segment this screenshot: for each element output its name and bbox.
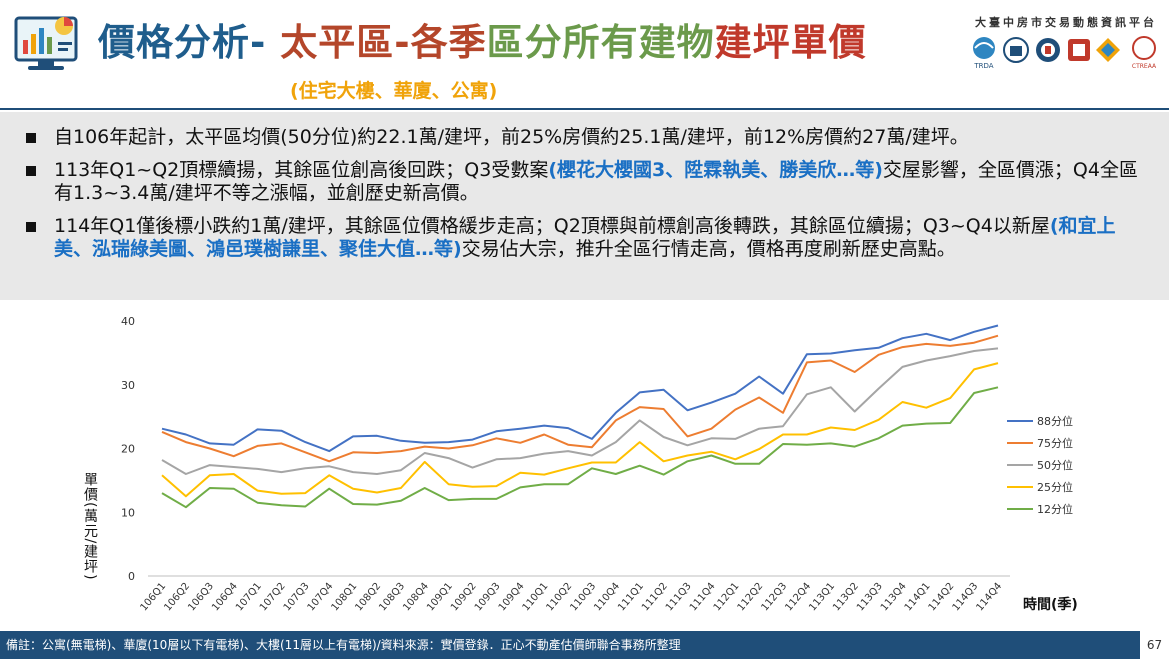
slide-header: 價格分析- 太平區-各季區分所有建物建坪單價 (住宅大樓、華廈、公寓) 大臺中房…	[0, 0, 1169, 108]
page-subtitle: (住宅大樓、華廈、公寓)	[290, 80, 498, 102]
colorful-diamond-icon	[1096, 38, 1120, 62]
series-line-3	[161, 347, 999, 475]
page-number: 67	[1140, 631, 1169, 659]
page-title: 價格分析- 太平區-各季區分所有建物建坪單價	[98, 12, 867, 66]
bullet-segment: 交易佔大宗，推升全區行情走高，價格再度刷新歷史高點。	[461, 238, 956, 260]
bullet-item: 114年Q1僅後標小跌約1萬/建坪，其餘區位價格緩步走高；Q2頂標與前標創高後轉…	[26, 215, 1146, 261]
y-axis-label: 單價(萬元/建坪)	[82, 472, 98, 581]
building-seal-icon	[1003, 37, 1029, 63]
bullet-text: 自106年起計，太平區均價(50分位)約22.1萬/建坪，前25%房價約25.1…	[54, 126, 1146, 149]
bullet-square-icon	[26, 166, 36, 176]
title-part-3: 區分所有建物	[486, 21, 715, 64]
bullet-text: 113年Q1~Q2頂標續揚，其餘區位創高後回跌；Q3受數案(櫻花大櫻國3、陞霖執…	[54, 159, 1146, 205]
summary-bullets: 自106年起計，太平區均價(50分位)約22.1萬/建坪，前25%房價約25.1…	[0, 112, 1169, 300]
bullet-item: 113年Q1~Q2頂標續揚，其餘區位創高後回跌；Q3受數案(櫻花大櫻國3、陞霖執…	[26, 159, 1146, 205]
ctreaa-logo-icon: CTREAA	[1132, 36, 1157, 70]
bullet-square-icon	[26, 222, 36, 232]
series-line-5	[161, 386, 999, 509]
header-divider	[0, 108, 1169, 110]
bullet-item: 自106年起計，太平區均價(50分位)約22.1萬/建坪，前25%房價約25.1…	[26, 126, 1146, 149]
price-line-chart: 010203040106Q1106Q2106Q3106Q4107Q1107Q21…	[82, 315, 1078, 614]
bullet-segment: 113年Q1~Q2頂標續揚，其餘區位創高後回跌；Q3受數案	[54, 159, 549, 181]
bullet-segment: 114年Q1僅後標小跌約1萬/建坪，其餘區位價格緩步走高；Q2頂標與前標創高後轉…	[54, 215, 1050, 237]
title-part-1: 價格分析-	[98, 21, 267, 64]
red-emblem-icon	[1068, 39, 1090, 61]
title-part-2: 太平區-各季	[280, 21, 487, 64]
trda-logo-icon: TRDA	[973, 37, 995, 70]
bullet-segment: 自106年起計，太平區均價(50分位)約22.1萬/建坪，前25%房價約25.1…	[54, 126, 969, 148]
bullet-square-icon	[26, 133, 36, 143]
series-line-4	[161, 362, 999, 498]
ctreaa-label: CTREAA	[1132, 63, 1157, 70]
y-tick-label: 40	[121, 315, 135, 328]
footer-note: 備註：公寓(無電梯)、華廈(10層以下有電梯)、大樓(11層以上有電梯)/資料來…	[0, 631, 1140, 659]
partner-logos: TRDA CTREAA	[973, 36, 1157, 70]
y-tick-label: 10	[121, 506, 135, 519]
y-tick-label: 0	[128, 570, 135, 583]
x-tick-label: 114Q4	[974, 581, 1004, 614]
analytics-dashboard-icon	[14, 16, 78, 70]
y-tick-label: 20	[121, 443, 135, 456]
legend-label: 12分位	[1037, 502, 1073, 516]
organization-name: 大臺中房市交易動態資訊平台	[975, 16, 1157, 29]
association-seal-icon	[1036, 38, 1060, 62]
legend-label: 88分位	[1037, 414, 1073, 428]
legend-label: 50分位	[1037, 458, 1073, 472]
highlighted-projects: (和宜上美、泓瑞綠美圖、鴻邑璞樹謙里、聚佳大值…等)	[54, 215, 1116, 260]
series-line-2	[161, 334, 999, 463]
highlighted-projects: (櫻花大櫻國3、陞霖執美、勝美欣…等)	[548, 159, 883, 181]
legend-label: 25分位	[1037, 480, 1073, 494]
x-axis-label: 時間(季)	[1023, 596, 1078, 613]
legend-label: 75分位	[1037, 436, 1073, 450]
y-tick-label: 30	[121, 379, 135, 392]
bullet-segment: 交屋影響，全區價漲；Q4全區有1.3~3.4萬/建坪不等之漲幅，並創歷史新高價。	[54, 159, 1138, 204]
bullet-text: 114年Q1僅後標小跌約1萬/建坪，其餘區位價格緩步走高；Q2頂標與前標創高後轉…	[54, 215, 1146, 261]
trda-label: TRDA	[973, 62, 993, 70]
series-line-1	[161, 324, 999, 453]
title-part-4: 建坪單價	[714, 21, 867, 64]
